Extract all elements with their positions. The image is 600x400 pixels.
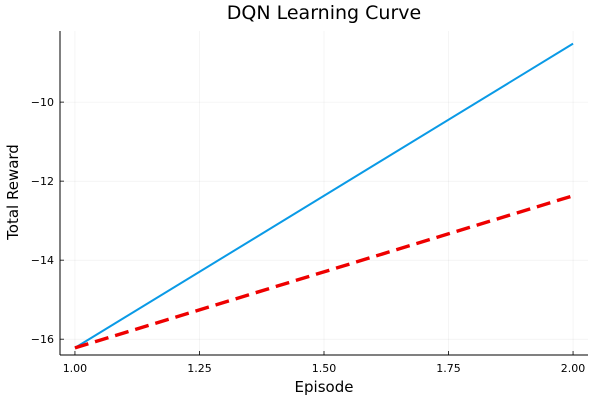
ticks-layer: 1.00 1.25 1.50 1.75 2.00 −16 −14 −12 −10: [31, 96, 586, 375]
y-tick-label-2: −12: [31, 175, 54, 188]
chart-title: DQN Learning Curve: [227, 2, 421, 24]
x-axis-label: Episode: [295, 378, 354, 396]
x-tick-label-2: 1.50: [312, 362, 337, 375]
series-line-0: [74, 42, 574, 349]
x-tick-label-4: 2.00: [561, 362, 586, 375]
x-tick-label-0: 1.00: [63, 362, 88, 375]
y-tick-label-1: −14: [31, 254, 54, 267]
y-tick-label-0: −16: [31, 333, 54, 346]
series-line-1: [74, 194, 574, 350]
y-tick-label-3: −10: [31, 96, 54, 109]
series-layer: [74, 42, 574, 350]
y-axis-label: Total Reward: [4, 144, 22, 241]
x-tick-label-1: 1.25: [187, 362, 212, 375]
x-tick-label-3: 1.75: [436, 362, 461, 375]
grid-layer: [60, 31, 588, 355]
